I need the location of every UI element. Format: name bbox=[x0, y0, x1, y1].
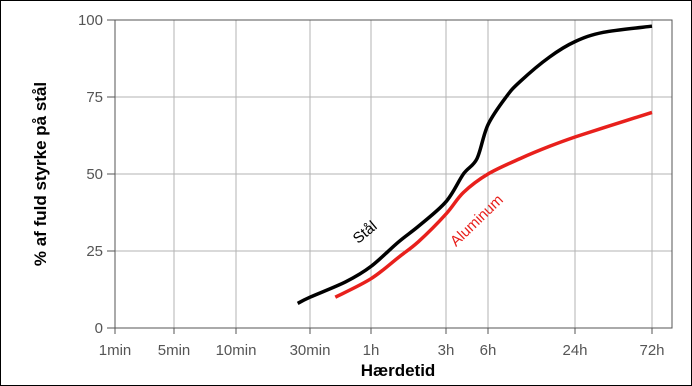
x-tick-label: 24h bbox=[562, 342, 587, 359]
x-tick-label: 72h bbox=[639, 342, 664, 359]
y-tick-label: 0 bbox=[95, 320, 103, 337]
tick-labels: 1min 5min 10min 30min 1h 3h 6h 24h 72h 0 25 50 75 100 bbox=[78, 12, 665, 359]
x-tick-label: 3h bbox=[438, 342, 455, 359]
series-line-aluminum bbox=[334, 110, 653, 299]
series-labels: Stål Aluminum bbox=[350, 191, 507, 250]
x-tick-label: 1min bbox=[99, 342, 132, 359]
grid bbox=[114, 19, 672, 329]
y-tick-label: 100 bbox=[78, 12, 103, 29]
x-tick-label: 6h bbox=[480, 342, 497, 359]
y-tick-label: 75 bbox=[86, 89, 103, 106]
axes bbox=[107, 19, 673, 334]
x-tick-label: 5min bbox=[158, 342, 191, 359]
y-axis-title: % af fuld styrke på stål bbox=[31, 82, 50, 266]
x-tick-label: 1h bbox=[363, 342, 380, 359]
series-label-staal: Stål bbox=[350, 218, 381, 248]
x-tick-label: 30min bbox=[290, 342, 331, 359]
x-axis-title: Hærdetid bbox=[361, 361, 436, 380]
x-tick-label: 10min bbox=[216, 342, 257, 359]
series-lines bbox=[296, 24, 653, 305]
series-line-staal bbox=[296, 24, 653, 305]
y-tick-label: 50 bbox=[86, 166, 103, 183]
plot-area-border bbox=[114, 19, 673, 329]
y-tick-label: 25 bbox=[86, 243, 103, 260]
